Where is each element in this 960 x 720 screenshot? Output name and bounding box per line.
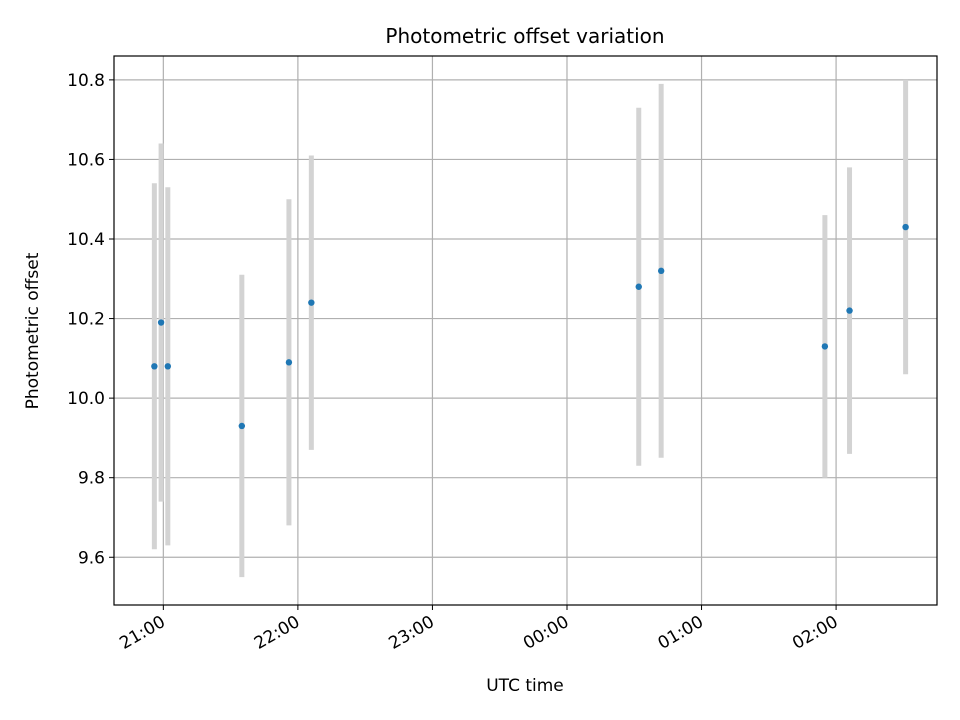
data-point	[157, 319, 165, 326]
x-tick-label: 00:00	[520, 612, 572, 654]
plot-background	[114, 56, 937, 605]
data-point	[635, 283, 642, 290]
x-tick-label: 21:00	[116, 612, 168, 654]
y-tick-label: 9.6	[78, 548, 105, 568]
data-point	[657, 267, 665, 275]
y-tick-label: 10.2	[67, 310, 105, 330]
data-point	[308, 299, 315, 306]
x-axis-label: UTC time	[486, 676, 564, 696]
y-axis-label: Photometric offset	[23, 252, 43, 409]
x-tick-label: 01:00	[655, 612, 707, 654]
data-point	[902, 223, 909, 231]
plot-frame	[113, 55, 938, 606]
data-point	[238, 422, 246, 430]
data-point	[846, 307, 853, 314]
data-point	[151, 363, 158, 370]
chart-title: Photometric offset variation	[385, 24, 664, 48]
x-axis-ticks: 21:00 22:00 23:00 00:00 01:00 02:00	[116, 605, 842, 654]
x-tick-label: 23:00	[386, 612, 438, 654]
x-tick-label: 22:00	[251, 612, 303, 654]
y-axis-ticks: 9.6 9.8 10.0 10.2 10.4 10.6 10.8	[67, 71, 114, 568]
data-point	[285, 359, 293, 366]
data-point	[821, 343, 829, 350]
data-points	[151, 223, 909, 430]
x-tick-label: 02:00	[789, 612, 841, 654]
y-tick-label: 10.8	[67, 71, 105, 91]
grid	[114, 56, 937, 605]
y-tick-label: 10.0	[67, 389, 105, 409]
y-tick-label: 10.6	[67, 150, 105, 170]
data-point	[164, 363, 172, 370]
y-tick-label: 9.8	[78, 469, 105, 489]
y-tick-label: 10.4	[67, 230, 105, 250]
